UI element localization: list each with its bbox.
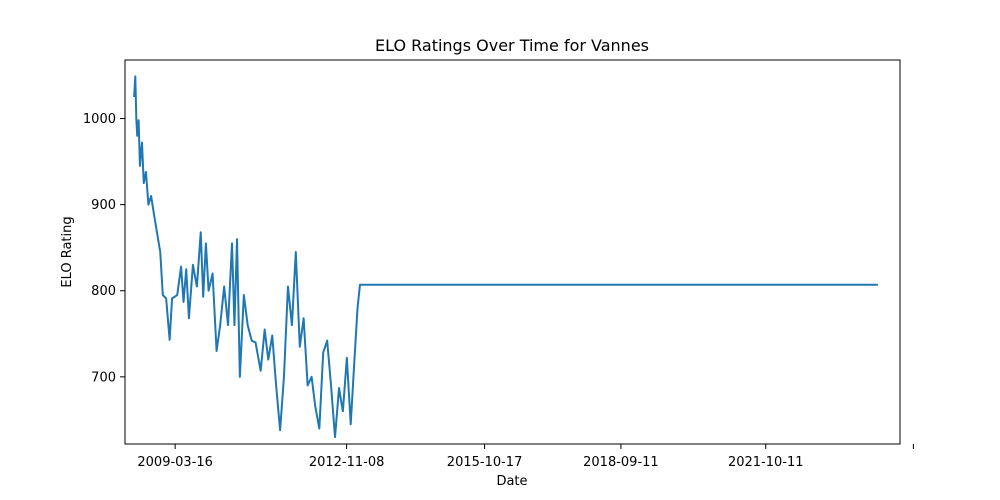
x-axis: 2009-03-16 2012-11-08 2015-10-17 2018-09-11…	[137, 444, 914, 470]
x-tick-label: 2009-03-16	[137, 455, 213, 470]
x-tick-label: 2018-09-11	[583, 455, 659, 470]
y-tick-label: 700	[91, 370, 116, 385]
x-tick-label: 2012-11-08	[309, 455, 385, 470]
series-line-0	[133, 75, 878, 439]
y-axis: 700 800 900 1000	[83, 112, 125, 385]
y-tick-label: 800	[91, 284, 116, 299]
chart-title: ELO Ratings Over Time for Vannes	[375, 36, 649, 55]
x-tick-label: 2015-10-17	[447, 455, 523, 470]
plot-frame	[124, 59, 901, 445]
y-tick-label: 1000	[83, 112, 116, 127]
x-tick-label: 2021-10-11	[728, 455, 804, 470]
y-tick-label: 900	[91, 198, 116, 213]
y-axis-label: ELO Rating	[60, 216, 75, 287]
series-layer	[133, 75, 878, 439]
x-axis-label: Date	[496, 474, 527, 489]
